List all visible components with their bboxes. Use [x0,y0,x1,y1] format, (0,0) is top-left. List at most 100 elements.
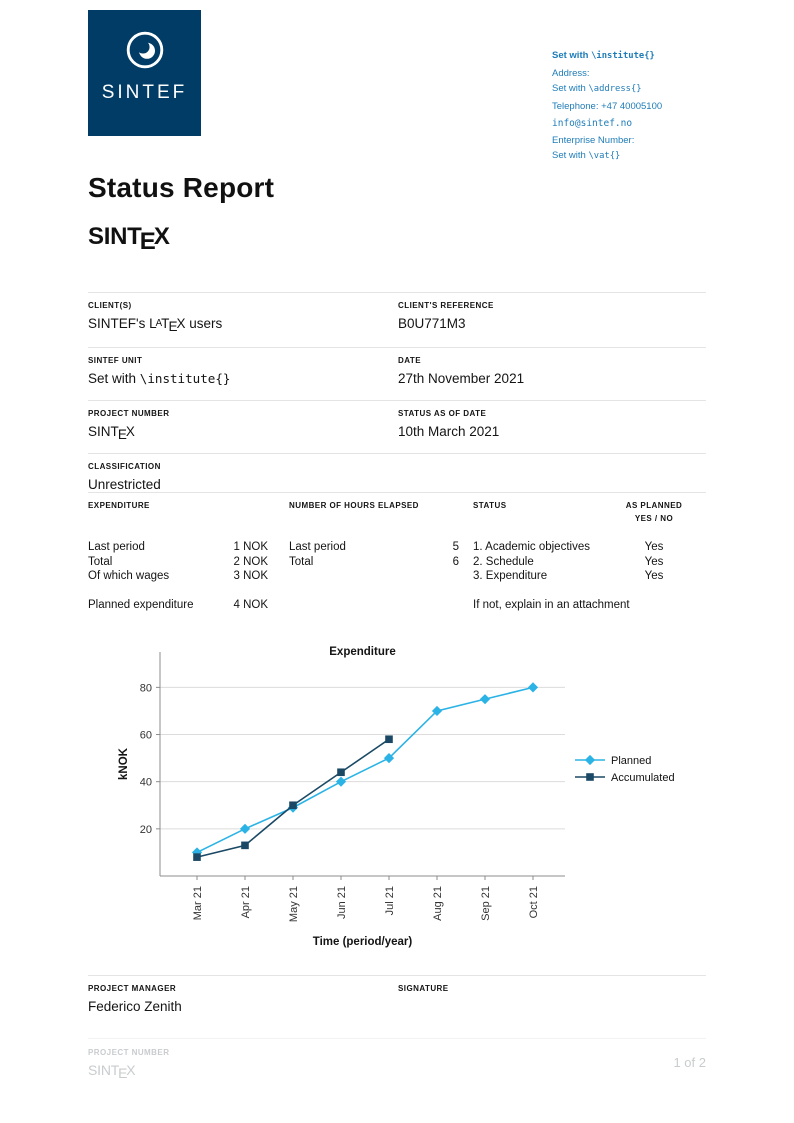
project-logo-heading: SINTEX [88,223,170,255]
svg-text:Jul 21: Jul 21 [384,886,396,915]
status-item: 2. Schedule [473,555,534,568]
svg-text:Jun 21: Jun 21 [336,886,348,919]
classification-cell: CLASSIFICATION Unrestricted [88,461,398,493]
svg-text:80: 80 [140,682,152,694]
page-number: 1 of 2 [673,1055,706,1070]
fin-row-label: Of which wages [88,570,170,582]
date-label: DATE [398,356,421,365]
reference-value: B0U771M3 [398,316,466,331]
svg-text:40: 40 [140,777,152,789]
footer-project-part: E [118,1064,128,1081]
expenditure-chart: Expenditure 20 40 60 80 Mar 21 Apr 21 May 21 Ju… [88,640,728,975]
unit-value-code: \institute{} [139,371,231,386]
reference-label: CLIENT'S REFERENCE [398,301,494,310]
fin-row: Total 2 NOK [88,555,268,570]
info-row-project: PROJECT NUMBER SINTEX STATUS AS OF DATE … [88,400,706,453]
as-planned-value: Yes [644,555,664,568]
fin-row-label: Last period [88,541,145,553]
project-number-part: E [117,426,127,442]
footer-project-part: X [126,1062,136,1078]
clients-value: SINTEF's LATEX users [88,315,398,334]
hours-header: NUMBER OF HOURS ELAPSED [289,501,419,510]
reference-cell: CLIENT'S REFERENCE B0U771M3 [398,300,706,334]
clients-label: CLIENT(S) [88,301,132,310]
chart-ylabel: kNOK [118,748,130,780]
expenditure-column: EXPENDITURE Last period 1 NOK Total 2 NOK … [88,499,268,612]
status-item: 3. Expenditure [473,570,548,582]
fin-row-value: 1 NOK [233,541,268,553]
project-logo-part: SINT [88,223,142,250]
status-date-value: 10th March 2021 [398,424,500,439]
contact-vat: Set with \vat{} [552,148,762,164]
contact-institute-code: \institute{} [591,51,655,61]
fin-row-value: 2 NOK [233,555,268,568]
hours-column: NUMBER OF HOURS ELAPSED Last period 5 Tot… [289,499,459,612]
status-item: 1. Academic objectives [473,541,590,553]
classification-value: Unrestricted [88,477,161,492]
project-number-part: X [125,424,135,439]
fin-row-planned: Planned expenditure 4 NOK [88,598,268,613]
project-number-value: SINTEX [88,423,398,442]
fin-row-label: Planned expenditure [88,598,194,611]
svg-text:Accumulated: Accumulated [611,772,675,784]
status-header: STATUS [473,501,507,510]
fin-row: Last period 5 [289,540,459,555]
project-manager-label: PROJECT MANAGER [88,984,177,993]
sintef-logo-text: SINTEF [101,82,188,103]
page-title: Status Report [88,172,275,203]
signature-label: SIGNATURE [398,984,449,993]
contact-block: Set with \institute{} Address: Set with … [552,48,762,164]
info-row-classification: CLASSIFICATION Unrestricted [88,453,706,506]
footer-project-number: SINTEX [88,1062,169,1081]
contact-address: Set with \address{} [552,81,762,97]
chart-title: Expenditure [329,646,396,658]
svg-text:Oct 21: Oct 21 [528,886,540,918]
project-number-label: PROJECT NUMBER [88,409,170,418]
contact-institute: Set with \institute{} [552,48,762,64]
financial-table: EXPENDITURE Last period 1 NOK Total 2 NOK … [88,492,706,612]
contact-enterprise-label: Enterprise Number: [552,135,635,146]
footer-project-part: SINT [88,1062,120,1078]
project-logo-part: E [139,228,156,256]
date-cell: DATE 27th November 2021 [398,355,706,387]
unit-label: SINTEF UNIT [88,356,143,365]
contact-address-code: \address{} [588,84,642,94]
fin-row-value: 3 NOK [233,570,268,582]
status-date-cell: STATUS AS OF DATE 10th March 2021 [398,408,706,440]
clients-cell: CLIENT(S) SINTEF's LATEX users [88,300,398,334]
fin-row-value: 6 [452,555,459,568]
project-manager-value: Federico Zenith [88,999,182,1014]
info-row-unit: SINTEF UNIT Set with \institute{} DATE 2… [88,347,706,400]
svg-text:Aug 21: Aug 21 [432,886,444,921]
svg-text:Sep 21: Sep 21 [480,886,492,921]
svg-text:Mar 21: Mar 21 [192,886,204,920]
clients-value-part: X users [176,316,223,331]
contact-email-link[interactable]: info@sintef.no [552,118,633,129]
svg-text:20: 20 [140,824,152,836]
svg-text:Planned: Planned [611,755,651,767]
fin-row: Last period 1 NOK [88,540,268,555]
status-date-label: STATUS AS OF DATE [398,409,487,418]
as-planned-header-line1: AS PLANNED [625,501,683,510]
contact-vat-code: \vat{} [588,151,621,161]
sintef-logo-icon [126,31,163,69]
fin-row: Total 6 [289,555,459,570]
fin-row-value: 4 NOK [233,598,268,611]
clients-value-part: A [155,317,163,329]
contact-vat-prefix: Set with [552,150,589,161]
signature-cell: SIGNATURE [398,983,706,1015]
clients-value-part: SINTEF's L [88,316,157,331]
info-row-clients: CLIENT(S) SINTEF's LATEX users CLIENT'S … [88,292,706,347]
project-logo-part: X [153,223,170,250]
project-number-cell: PROJECT NUMBER SINTEX [88,408,398,442]
footer-project-label: PROJECT NUMBER [88,1048,170,1057]
as-planned-header-line2: YES / NO [634,514,674,523]
unit-cell: SINTEF UNIT Set with \institute{} [88,355,398,387]
svg-text:May 21: May 21 [288,886,300,922]
fin-row-label: Total [289,555,314,568]
contact-address-label: Address: [552,68,590,79]
footer: PROJECT NUMBER SINTEX 1 of 2 [88,1038,706,1088]
classification-label: CLASSIFICATION [88,462,161,471]
status-column: STATUS 1. Academic objectives 2. Schedul… [473,499,630,612]
clients-value-part: E [168,318,178,334]
